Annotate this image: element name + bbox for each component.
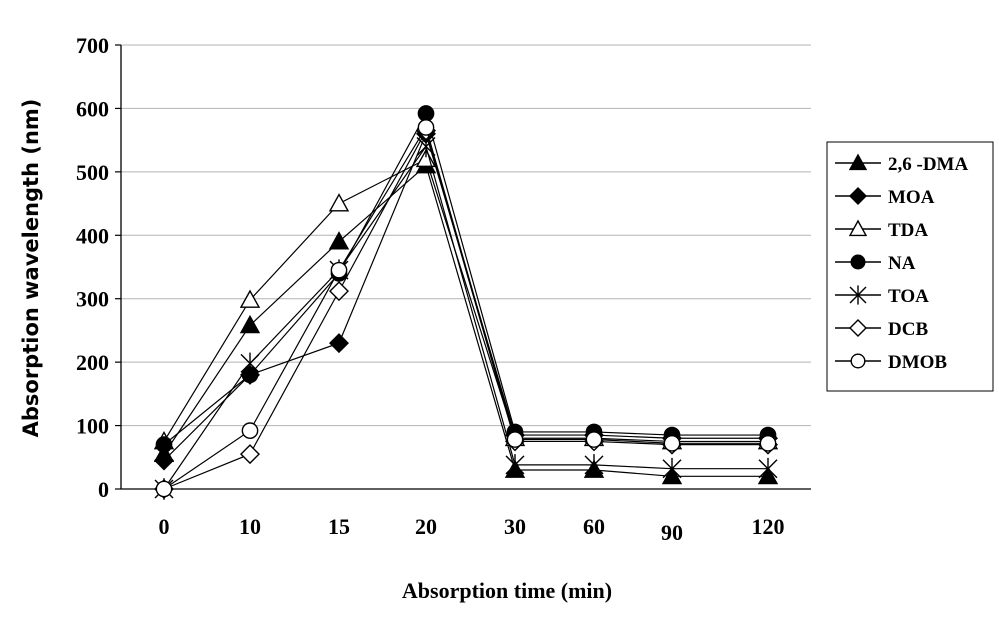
data-point [328,231,350,250]
legend-marker [848,153,868,171]
legend-label: MOA [888,187,935,208]
data-point [240,444,260,465]
series-line [163,158,768,443]
x-tick-label: 60 [583,514,605,539]
x-axis-title: Absorption time (min) [402,578,612,603]
legend-label: DCB [888,319,928,340]
y-tick-labels: 0 100 200 300 400 500 600 700 [76,33,121,502]
y-tick-label: 600 [76,96,109,121]
y-tick-label: 200 [76,350,109,375]
x-tick-label: 15 [328,514,350,539]
legend-marker [848,219,868,237]
y-tick-label: 0 [98,477,109,502]
series-na [155,105,777,453]
y-tick-label: 400 [76,223,109,248]
series-tda [153,148,779,450]
data-point [662,457,682,480]
gridlines [121,44,811,427]
data-point [240,352,260,375]
data-point [329,281,349,302]
data-point [330,261,348,279]
series-line [163,111,768,446]
series-line [163,164,768,477]
series-line [163,129,768,490]
legend-entry: TOA [835,285,929,307]
legend-label: 2,6 -DMA [888,154,968,175]
legend-marker [850,254,866,270]
x-tick-label: 0 [159,514,170,539]
data-point [239,289,261,308]
y-tick-label: 500 [76,160,109,185]
data-point [328,193,350,212]
legend-marker [849,187,867,205]
legend-marker [849,285,867,305]
x-tick-labels: 0 10 15 20 30 60 90 120 [159,514,785,545]
y-tick-label: 300 [76,287,109,312]
x-tick-label: 90 [661,520,683,545]
series-dmob [155,119,777,498]
data-point [239,314,261,334]
legend-entry: MOA [835,187,935,208]
data-point [506,431,524,448]
y-axis-title: Absorption wavelength (nm) [19,99,43,438]
series-line [163,125,768,490]
x-tick-label: 30 [504,514,526,539]
data-point [663,434,681,452]
data-point [241,422,259,439]
data-point [505,454,525,476]
legend-entry: NA [835,253,916,274]
legend-marker [849,319,867,337]
legend-entry: DMOB [835,352,947,373]
legend: 2,6 -DMA MOA TDA NA TOA DCB DMOB [826,141,994,392]
legend-label: DMOB [888,352,947,373]
legend-label: TDA [888,220,928,241]
axes [120,45,811,490]
data-point [758,457,778,480]
x-tick-label: 120 [752,514,785,539]
y-tick-label: 700 [76,33,109,58]
data-point [329,333,349,354]
legend-entry: 2,6 -DMA [835,153,968,175]
legend-box [826,141,994,392]
legend-entry: TDA [835,219,928,241]
series-layer [153,105,779,500]
x-tick-label: 20 [415,514,437,539]
data-point [584,454,604,476]
y-tick-label: 100 [76,414,109,439]
legend-label: TOA [888,286,929,307]
series-line [163,145,768,490]
series-line [163,132,768,461]
data-point [155,480,173,498]
data-point [417,105,435,122]
legend-entry: DCB [835,319,928,340]
data-point [154,450,174,471]
data-point [585,431,603,448]
legend-label: NA [888,253,916,274]
data-point [759,434,777,452]
x-tick-label: 10 [239,514,261,539]
legend-marker [850,353,866,369]
data-point [417,119,435,136]
data-point [155,436,173,453]
